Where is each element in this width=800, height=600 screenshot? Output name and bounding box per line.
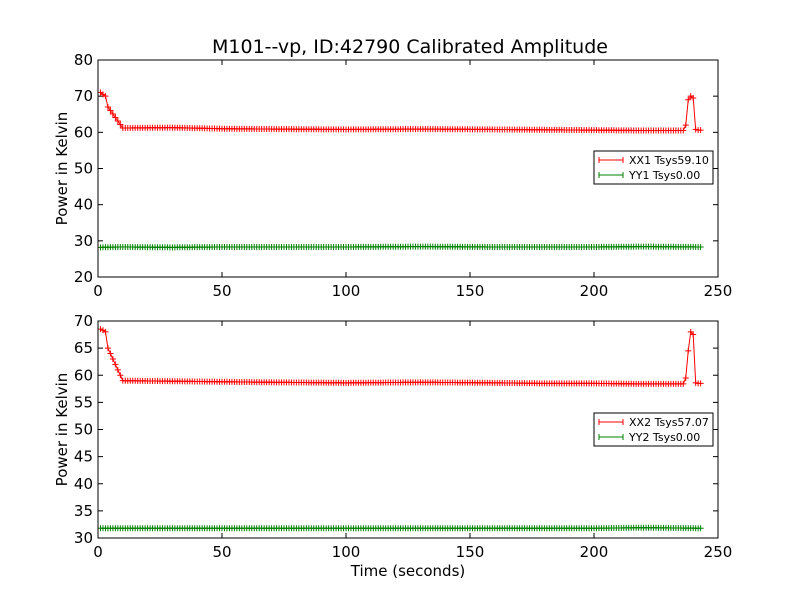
data-point-marker <box>685 347 692 354</box>
y-tick-label: 45 <box>74 448 93 466</box>
data-point-marker <box>682 374 689 381</box>
data-point-marker <box>690 94 697 101</box>
x-tick-label: 250 <box>704 543 733 561</box>
y-tick-label: 50 <box>74 160 93 178</box>
data-point-marker <box>117 121 124 128</box>
data-point-marker <box>114 366 121 373</box>
legend-box <box>593 150 714 185</box>
legend: XX2 Tsys57.07 YY2 Tsys0.00 <box>593 412 714 447</box>
data-point-marker <box>112 361 119 368</box>
y-axis-label: Power in Kelvin <box>53 373 71 487</box>
y-tick-label: 60 <box>74 366 93 384</box>
y-tick-label: 30 <box>74 529 93 547</box>
legend-marker <box>598 434 624 440</box>
data-point-marker <box>690 331 697 338</box>
data-point-marker <box>109 111 116 118</box>
y-tick-label: 30 <box>74 232 93 250</box>
plot-frame <box>97 320 719 539</box>
data-point-marker <box>697 243 704 250</box>
y-tick-label: 35 <box>74 502 93 520</box>
x-tick-label: 250 <box>704 282 733 300</box>
data-point-marker <box>680 380 687 387</box>
data-point-marker <box>697 380 704 387</box>
x-tick-label: 100 <box>332 543 361 561</box>
legend-label: YY1 Tsys0.00 <box>628 169 700 182</box>
legend-box <box>593 412 714 447</box>
bottom-plot: 0 50 100 150 200 250 30 35 40 45 50 55 60 65 70 Power i… <box>53 312 732 580</box>
y-tick-label: 70 <box>74 312 93 330</box>
x-tick-label: 50 <box>212 282 231 300</box>
x-tick-label: 50 <box>212 543 231 561</box>
legend-marker <box>598 172 624 178</box>
legend-marker <box>598 157 624 163</box>
data-point-marker <box>104 345 111 352</box>
data-point-marker <box>102 93 109 100</box>
legend-label: XX1 Tsys59.10 <box>629 154 709 167</box>
data-point-marker <box>104 104 111 111</box>
legend-label: YY2 Tsys0.00 <box>628 431 700 444</box>
data-point-marker <box>112 114 119 121</box>
x-axis-label: Time (seconds) <box>350 562 466 580</box>
y-tick-label: 40 <box>74 475 93 493</box>
x-tick-label: 150 <box>456 282 485 300</box>
y-tick-label: 55 <box>74 393 93 411</box>
series-yy <box>97 524 704 532</box>
data-point-marker <box>697 127 704 134</box>
y-tick-label: 60 <box>74 123 93 141</box>
data-point-marker <box>107 350 114 357</box>
y-tick-label: 50 <box>74 421 93 439</box>
series-xx <box>97 326 704 387</box>
x-tick-label: 100 <box>332 282 361 300</box>
y-tick-label: 80 <box>74 51 93 69</box>
data-point-marker <box>682 122 689 129</box>
x-tick-label: 150 <box>456 543 485 561</box>
y-tick-label: 20 <box>74 268 93 286</box>
series-yy <box>97 243 704 251</box>
top-plot: 0 50 100 150 200 250 20 30 40 50 60 70 80 Power in Ke… <box>53 51 732 300</box>
data-point-marker <box>114 118 121 124</box>
data-point-marker <box>685 96 692 103</box>
y-tick-label: 70 <box>74 87 93 105</box>
legend-label: XX2 Tsys57.07 <box>629 416 709 429</box>
data-point-marker <box>109 355 116 362</box>
data-point-marker <box>102 328 109 335</box>
chart-title: M101--vp, ID:42790 Calibrated Amplitude <box>212 36 608 58</box>
x-tick-label: 0 <box>93 282 103 300</box>
plot-frame <box>97 59 719 278</box>
x-tick-label: 200 <box>580 282 609 300</box>
data-point-marker <box>680 127 687 134</box>
legend-marker <box>598 419 624 425</box>
x-tick-label: 0 <box>93 543 103 561</box>
y-axis-label: Power in Kelvin <box>53 112 71 226</box>
series-xx <box>97 89 704 134</box>
legend: XX1 Tsys59.10 YY1 Tsys0.00 <box>593 150 714 185</box>
data-point-marker <box>117 372 124 379</box>
y-tick-label: 65 <box>74 339 93 357</box>
x-tick-label: 200 <box>580 543 609 561</box>
data-point-marker <box>107 107 114 114</box>
y-tick-label: 40 <box>74 196 93 214</box>
data-point-marker <box>697 525 704 532</box>
